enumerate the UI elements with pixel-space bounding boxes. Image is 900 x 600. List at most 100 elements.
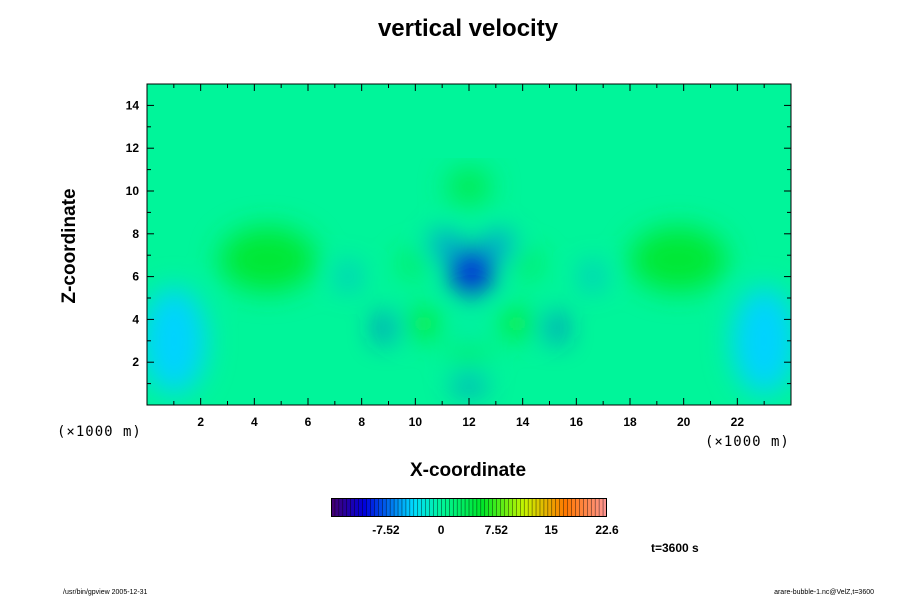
field-feature — [517, 253, 539, 275]
colorbar-cell — [350, 498, 355, 517]
colorbar-cell — [338, 498, 344, 517]
x-tick-label: 20 — [677, 415, 691, 429]
field-feature — [401, 253, 424, 275]
field-feature — [147, 287, 207, 395]
colorbar-cell — [449, 498, 454, 517]
colorbar-cell — [500, 498, 505, 517]
colorbar — [331, 498, 607, 517]
colorbar-cell — [401, 498, 407, 517]
colorbar-cell — [457, 498, 462, 517]
colorbar-cell — [528, 498, 533, 517]
colorbar-cell — [378, 498, 383, 517]
colorbar-cell — [563, 498, 568, 517]
y-tick-label: 14 — [126, 98, 140, 112]
field-feature — [731, 287, 791, 395]
colorbar-tick-label: -7.52 — [372, 523, 400, 537]
footer-command: /usr/bin/gpview 2005-12-31 — [63, 589, 148, 596]
colorbar-cell — [413, 498, 419, 517]
x-axis-label: X-coordinate — [409, 460, 527, 481]
colorbar-cell — [366, 498, 371, 517]
colorbar-cell — [508, 498, 513, 517]
colorbar-cell — [496, 498, 501, 517]
colorbar-cell — [543, 498, 549, 517]
x-tick-label: 6 — [305, 415, 312, 429]
x-tick-label: 22 — [731, 415, 745, 429]
colorbar-cell — [405, 498, 411, 517]
field-feature — [450, 250, 494, 294]
colorbar-cell — [394, 498, 399, 517]
colorbar-cell — [551, 498, 557, 517]
x-tick-label: 2 — [197, 415, 204, 429]
colorbar-cell — [346, 498, 352, 517]
colorbar-cell — [409, 498, 415, 517]
colorbar-cell — [445, 498, 450, 517]
colorbar-cell — [429, 498, 434, 517]
colorbar-tick-label: 22.6 — [595, 523, 619, 537]
colorbar-cell — [559, 498, 564, 517]
colorbar-cell — [484, 498, 490, 517]
field-feature — [407, 310, 440, 337]
colorbar-cell — [480, 498, 486, 517]
colorbar-cell — [417, 498, 422, 517]
y-tick-label: 4 — [132, 312, 139, 326]
colorbar-cell — [524, 498, 529, 517]
colorbar-cell — [571, 498, 576, 517]
colorbar-cell — [421, 498, 426, 517]
time-label: t=3600 s — [651, 541, 699, 555]
colorbar-cell — [398, 498, 403, 517]
field-feature — [431, 233, 459, 256]
colorbar-cell — [358, 498, 363, 517]
y-scale-label: (×1000 m) — [57, 424, 142, 440]
field-feature — [452, 377, 486, 391]
field-feature — [219, 227, 317, 292]
colorbar-cell — [386, 498, 391, 517]
field-feature — [485, 233, 512, 256]
field-feature — [463, 325, 475, 335]
colorbar-cell — [425, 498, 430, 517]
field-feature — [341, 263, 355, 290]
field-feature — [447, 169, 491, 204]
colorbar-cell — [575, 498, 580, 517]
colorbar-cell — [334, 498, 340, 517]
colorbar-cell — [539, 498, 545, 517]
footer-source: arare-bubble-1.nc@VelZ,t=3600 — [774, 589, 874, 596]
colorbar-cell — [362, 498, 367, 517]
x-tick-label: 18 — [623, 415, 637, 429]
field-feature — [546, 315, 563, 341]
colorbar-cell — [453, 498, 458, 517]
colorbar-cell — [579, 498, 584, 517]
colorbar-cell — [595, 498, 600, 517]
field-feature — [585, 263, 600, 290]
colorbar-cell — [342, 498, 348, 517]
colorbar-cell — [555, 498, 560, 517]
colorbar-cell — [441, 498, 446, 517]
field-feature — [377, 315, 394, 341]
y-tick-label: 10 — [126, 184, 140, 198]
colorbar-cell — [547, 498, 553, 517]
colorbar-cell — [472, 498, 478, 517]
x-tick-label: 8 — [358, 415, 365, 429]
x-tick-label: 16 — [570, 415, 584, 429]
colorbar-cell — [591, 498, 596, 517]
field-feature — [630, 227, 727, 292]
y-axis-label: Z-coordinate — [59, 188, 80, 304]
colorbar-cell — [465, 498, 470, 517]
x-tick-label: 12 — [462, 415, 476, 429]
x-tick-label: 10 — [409, 415, 423, 429]
colorbar-cell — [532, 498, 537, 517]
colorbar-frame — [331, 498, 607, 517]
colorbar-tick-label: 15 — [544, 523, 558, 537]
colorbar-cell — [488, 498, 493, 517]
x-tick-label: 4 — [251, 415, 258, 429]
colorbar-cell — [512, 498, 517, 517]
colorbar-cell — [536, 498, 541, 517]
x-tick-label: 14 — [516, 415, 530, 429]
chart-title: vertical velocity — [377, 15, 559, 42]
colorbar-cell — [331, 498, 336, 517]
colorbar-cell — [520, 498, 525, 517]
colorbar-cell — [476, 498, 482, 517]
colorbar-cell — [587, 498, 592, 517]
colorbar-cell — [516, 498, 521, 517]
y-tick-label: 2 — [132, 355, 139, 369]
colorbar-cell — [469, 498, 474, 517]
